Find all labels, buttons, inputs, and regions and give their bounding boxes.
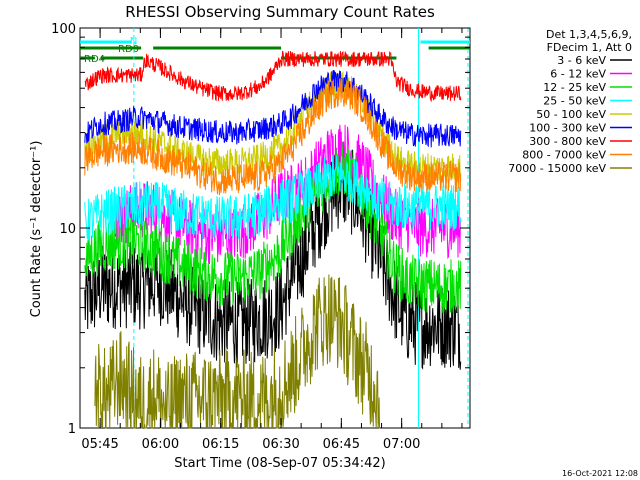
x-tick-label: 07:00 bbox=[383, 437, 420, 452]
timestamp: 16-Oct-2021 12:08 bbox=[562, 469, 638, 478]
y-tick-label: 1 bbox=[68, 422, 76, 437]
x-axis-label: Start Time (08-Sep-07 05:34:42) bbox=[174, 456, 385, 471]
x-tick-label: 06:45 bbox=[323, 437, 360, 452]
series-line bbox=[84, 69, 462, 148]
legend-label: 800 - 7000 keV bbox=[522, 149, 606, 162]
legend-label: 50 - 100 keV bbox=[536, 108, 606, 121]
x-tick-label: 06:30 bbox=[262, 437, 299, 452]
bar-label: RD0 bbox=[118, 44, 139, 55]
series-line bbox=[84, 154, 462, 244]
y-tick-label: 10 bbox=[59, 222, 76, 237]
x-tick-label: 06:00 bbox=[142, 437, 179, 452]
series-line bbox=[94, 274, 380, 430]
legend: Det 1,3,4,5,6,9,FDecim 1, Att 03 - 6 keV… bbox=[508, 28, 632, 175]
series-line bbox=[84, 78, 462, 196]
bar-label: N bbox=[130, 36, 137, 47]
y-axis-label: Count Rate (s⁻¹ detector⁻¹) bbox=[29, 141, 44, 318]
x-tick-label: 06:15 bbox=[202, 437, 239, 452]
x-tick-label: 05:45 bbox=[81, 437, 118, 452]
y-axis: 1 10 100 bbox=[51, 22, 470, 437]
legend-header: Det 1,3,4,5,6,9, bbox=[546, 28, 632, 41]
legend-label: 12 - 25 keV bbox=[543, 81, 606, 94]
y-tick-label: 100 bbox=[51, 22, 76, 37]
series-group bbox=[84, 50, 462, 430]
legend-label: 3 - 6 keV bbox=[557, 54, 606, 67]
x-axis: 05:45 06:00 06:15 06:30 06:45 07:00 bbox=[79, 28, 463, 452]
legend-label: 7000 - 15000 keV bbox=[508, 162, 606, 175]
legend-label: 25 - 50 keV bbox=[543, 95, 606, 108]
legend-label: 100 - 300 keV bbox=[529, 122, 606, 135]
legend-header: FDecim 1, Att 0 bbox=[547, 41, 632, 54]
legend-label: 300 - 800 keV bbox=[529, 135, 606, 148]
series-line bbox=[84, 50, 462, 103]
chart-title: RHESSI Observing Summary Count Rates bbox=[125, 3, 435, 21]
legend-label: 6 - 12 keV bbox=[550, 68, 606, 81]
bar-label: RD4 bbox=[84, 54, 105, 65]
